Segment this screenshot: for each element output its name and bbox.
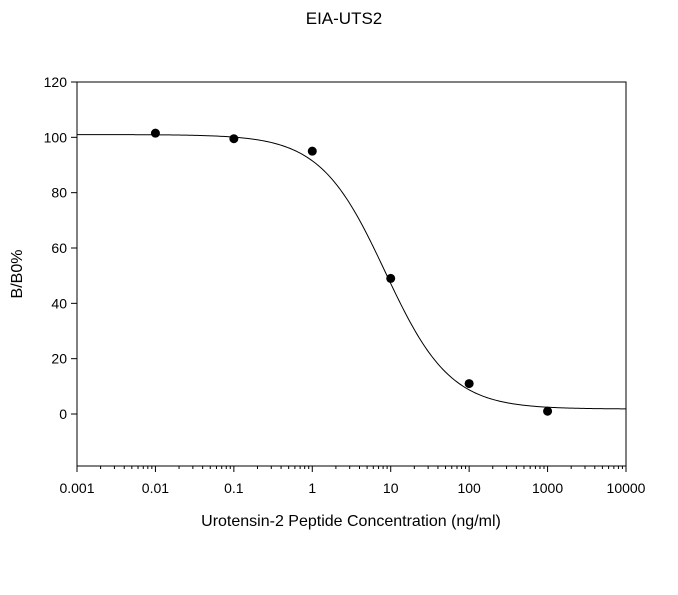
- data-point: [543, 406, 553, 416]
- fit-curve: [77, 134, 627, 410]
- data-point: [307, 146, 317, 156]
- y-tick-label: 20: [51, 351, 67, 367]
- x-tick-label: 0.001: [59, 480, 94, 496]
- x-axis-ticks: 0.001 0.01 0.1 1 10 100 1000 10000: [59, 466, 646, 496]
- x-tick-label: 10000: [607, 480, 646, 496]
- plot-frame: [76, 81, 627, 467]
- data-point: [150, 128, 160, 138]
- y-tick-label: 100: [44, 129, 68, 145]
- x-tick-label: 0.01: [142, 480, 169, 496]
- y-tick-label: 0: [59, 406, 67, 422]
- data-point: [386, 273, 396, 283]
- x-tick-label: 0.1: [224, 480, 244, 496]
- x-tick-label: 1000: [532, 480, 563, 496]
- y-axis-ticks: 0 20 40 60 80 100 120: [44, 74, 77, 422]
- y-axis-title: B/B0%: [9, 250, 26, 299]
- x-tick-label: 100: [457, 480, 481, 496]
- data-point: [464, 379, 474, 389]
- y-tick-label: 120: [44, 74, 68, 90]
- chart-title: EIA-UTS2: [306, 9, 383, 28]
- x-tick-label: 1: [308, 480, 316, 496]
- x-axis-title: Urotensin-2 Peptide Concentration (ng/ml…: [201, 513, 501, 530]
- y-tick-label: 60: [51, 240, 67, 256]
- data-point: [229, 134, 239, 144]
- y-tick-label: 80: [51, 185, 67, 201]
- y-tick-label: 40: [51, 295, 67, 311]
- x-tick-label: 10: [383, 480, 399, 496]
- data-points: [150, 128, 553, 416]
